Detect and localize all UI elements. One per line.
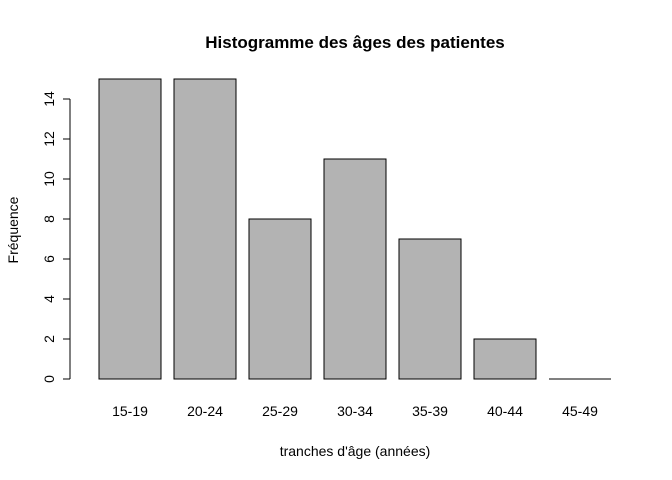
y-tick-label: 4 bbox=[41, 295, 57, 303]
x-tick-label: 45-49 bbox=[562, 403, 598, 419]
x-tick-label: 15-19 bbox=[112, 403, 148, 419]
y-tick-label: 8 bbox=[41, 215, 57, 223]
bar-30-34 bbox=[323, 158, 387, 380]
y-tick-label: 14 bbox=[41, 91, 57, 107]
y-tick-label: 10 bbox=[41, 171, 57, 187]
bar-25-29 bbox=[248, 218, 312, 380]
bar-20-24 bbox=[173, 78, 237, 380]
y-tick-label: 6 bbox=[41, 255, 57, 263]
chart-title: Histogramme des âges des patientes bbox=[205, 33, 505, 52]
y-axis-label: Fréquence bbox=[5, 196, 21, 263]
bar-40-44 bbox=[473, 338, 537, 380]
y-tick-label: 2 bbox=[41, 335, 57, 343]
bar-15-19 bbox=[98, 78, 162, 380]
x-tick-labels: 15-19 20-24 25-29 30-34 35-39 40-44 45-49 bbox=[112, 403, 598, 419]
bar-35-39 bbox=[398, 238, 462, 380]
bars-group bbox=[98, 78, 611, 380]
y-axis: 0 2 4 6 8 10 12 14 bbox=[41, 91, 71, 383]
x-tick-label: 20-24 bbox=[187, 403, 223, 419]
y-tick-label: 12 bbox=[41, 131, 57, 147]
x-tick-label: 40-44 bbox=[487, 403, 523, 419]
x-tick-label: 35-39 bbox=[412, 403, 448, 419]
x-axis-label: tranches d'âge (années) bbox=[280, 443, 431, 459]
x-tick-label: 25-29 bbox=[262, 403, 298, 419]
y-tick-label: 0 bbox=[41, 375, 57, 383]
x-tick-label: 30-34 bbox=[337, 403, 373, 419]
